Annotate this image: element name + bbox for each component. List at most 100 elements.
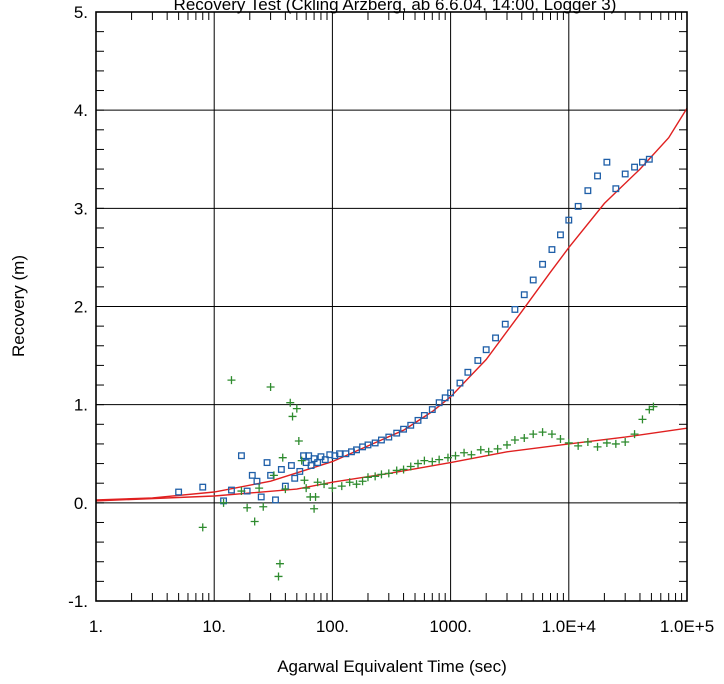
x-tick-label: 100. bbox=[316, 617, 349, 636]
data-point-plus bbox=[274, 572, 283, 581]
data-point-plus bbox=[292, 404, 301, 413]
data-point-plus bbox=[384, 469, 393, 478]
data-point-square bbox=[310, 455, 318, 463]
data-point-square bbox=[520, 291, 528, 299]
data-point-plus bbox=[443, 453, 452, 462]
data-point-plus bbox=[649, 402, 658, 411]
data-point-plus bbox=[310, 504, 319, 513]
data-point-plus bbox=[564, 438, 573, 447]
data-point-plus bbox=[593, 442, 602, 451]
data-point-plus bbox=[259, 502, 268, 511]
data-point-plus bbox=[392, 466, 401, 475]
grid bbox=[95, 11, 688, 602]
data-point-square bbox=[175, 488, 183, 496]
data-point-plus bbox=[302, 484, 311, 493]
data-point-plus bbox=[377, 470, 386, 479]
data-point-plus bbox=[502, 440, 511, 449]
data-point-square bbox=[400, 425, 408, 433]
data-point-plus bbox=[406, 462, 415, 471]
data-point-plus bbox=[484, 447, 493, 456]
data-point-square bbox=[492, 334, 499, 342]
data-point-square bbox=[420, 412, 428, 419]
chart-title: Recovery Test (Ckling Arzberg, ab 6.6.04… bbox=[174, 0, 617, 14]
data-point-plus bbox=[198, 523, 207, 532]
data-point-square bbox=[237, 452, 245, 460]
data-point-plus bbox=[328, 484, 337, 493]
data-point-square bbox=[331, 452, 339, 460]
data-point-square bbox=[639, 158, 646, 166]
data-point-plus bbox=[250, 517, 259, 526]
data-point-plus bbox=[520, 434, 529, 443]
data-point-square bbox=[257, 493, 265, 501]
data-point-square bbox=[474, 357, 482, 364]
data-point-square bbox=[594, 172, 601, 180]
data-point-plus bbox=[460, 448, 469, 457]
data-point-square bbox=[511, 305, 519, 313]
data-point-square bbox=[529, 276, 537, 284]
data-point-plus bbox=[219, 498, 228, 507]
data-point-square bbox=[291, 474, 299, 482]
data-point-square bbox=[336, 450, 344, 458]
y-tick-label: 4. bbox=[74, 101, 88, 120]
data-point-plus bbox=[467, 450, 476, 459]
fit-curve bbox=[95, 427, 688, 502]
x-tick-label: 10. bbox=[202, 617, 226, 636]
x-tick-label: 1.0E+4 bbox=[542, 617, 596, 636]
data-point-plus bbox=[320, 480, 329, 489]
data-point-square bbox=[364, 441, 372, 449]
y-tick-label: 1. bbox=[74, 396, 88, 415]
data-point-square bbox=[645, 155, 653, 163]
data-point-plus bbox=[266, 382, 275, 391]
data-point-plus bbox=[337, 482, 346, 491]
data-point-square bbox=[447, 389, 455, 397]
y-tick-label: 0. bbox=[74, 494, 88, 513]
data-point-plus bbox=[313, 478, 322, 487]
x-tick-labels: 1. 10. 100. 1000. 1.0E+4 1.0E+5 bbox=[89, 617, 714, 636]
data-point-plus bbox=[510, 436, 519, 445]
data-point-plus bbox=[621, 437, 630, 446]
data-point-plus bbox=[428, 457, 437, 466]
data-point-square bbox=[296, 467, 304, 475]
data-point-plus bbox=[451, 451, 460, 460]
y-tick-label: 5. bbox=[74, 3, 88, 22]
data-point-square bbox=[393, 429, 401, 437]
y-tick-label: 3. bbox=[74, 199, 88, 218]
plot-frame bbox=[95, 11, 688, 602]
y-axis-title: Recovery (m) bbox=[9, 255, 28, 357]
data-point-plus bbox=[286, 398, 295, 407]
data-point-plus bbox=[638, 415, 647, 424]
data-point-square bbox=[272, 496, 279, 504]
data-point-plus bbox=[538, 428, 547, 437]
data-point-square bbox=[377, 436, 385, 444]
x-tick-label: 1.0E+5 bbox=[660, 617, 714, 636]
data-point-square bbox=[565, 216, 573, 224]
data-point-plus bbox=[414, 459, 423, 468]
data-point-plus bbox=[547, 430, 556, 439]
data-point-square bbox=[441, 394, 449, 402]
data-point-square bbox=[603, 158, 611, 166]
data-point-plus bbox=[556, 435, 565, 444]
data-point-plus bbox=[602, 438, 611, 447]
data-point-plus bbox=[476, 445, 485, 454]
data-point-square bbox=[414, 416, 422, 424]
data-point-plus bbox=[399, 465, 408, 474]
data-point-square bbox=[501, 320, 509, 328]
fit-curves bbox=[95, 107, 688, 502]
data-point-plus bbox=[358, 477, 367, 486]
data-point-plus bbox=[583, 437, 592, 446]
data-point-plus bbox=[294, 436, 303, 445]
x-axis-title: Agarwal Equivalent Time (sec) bbox=[277, 657, 507, 676]
data-point-square bbox=[277, 466, 285, 473]
data-point-plus bbox=[311, 492, 320, 501]
data-point-plus bbox=[645, 405, 654, 414]
data-point-square bbox=[314, 459, 322, 467]
data-point-square bbox=[435, 399, 443, 407]
data-point-plus bbox=[435, 455, 444, 464]
x-tick-label: 1000. bbox=[429, 617, 472, 636]
data-point-square bbox=[574, 202, 582, 210]
data-point-square bbox=[228, 486, 235, 494]
data-point-square bbox=[584, 187, 592, 195]
data-point-square bbox=[385, 433, 393, 441]
data-point-plus bbox=[237, 487, 246, 496]
